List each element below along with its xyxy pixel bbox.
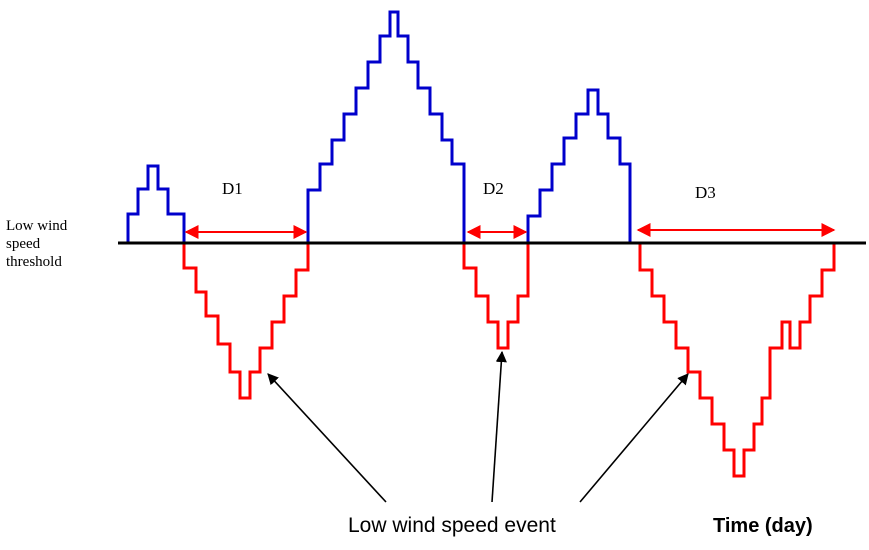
pointer-arrows <box>267 350 689 503</box>
negative-segment-1 <box>182 243 310 400</box>
negative-segment-3 <box>638 243 836 478</box>
pointer-arrow-2 <box>491 350 507 503</box>
duration-label-d1: D1 <box>222 179 243 198</box>
negative-segment-2 <box>462 243 530 350</box>
positive-segment-2 <box>306 10 466 243</box>
positive-segment-1 <box>126 164 186 243</box>
threshold-label: Low wind speed threshold <box>6 217 116 271</box>
threshold-label-line-1: Low wind <box>6 218 68 234</box>
threshold-label-line-2: speed <box>6 236 41 252</box>
wind-speed-curves <box>126 10 836 478</box>
threshold-label-line-3: threshold <box>6 254 62 270</box>
duration-arrows <box>184 223 836 239</box>
low-wind-event-label: Low wind speed event <box>348 514 556 537</box>
time-axis-label: Time (day) <box>713 515 813 537</box>
pointer-arrow-1 <box>267 373 387 503</box>
positive-segment-3 <box>526 88 632 243</box>
pointer-arrow-3 <box>579 373 689 503</box>
duration-label-d3: D3 <box>695 183 716 202</box>
duration-label-d2: D2 <box>483 179 504 198</box>
